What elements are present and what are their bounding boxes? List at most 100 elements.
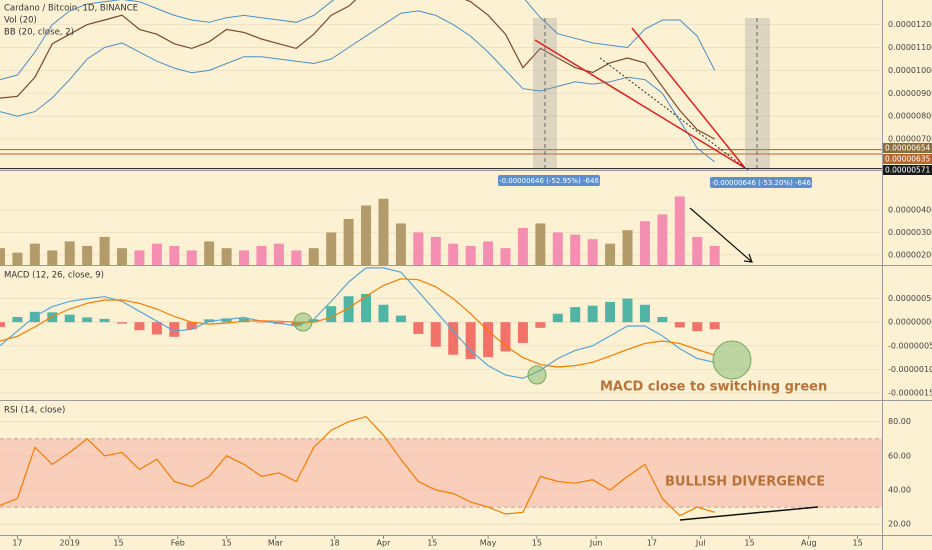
volume-bar: [273, 243, 284, 265]
grid: [0, 209, 882, 256]
x-tick-label: Apr: [377, 539, 392, 548]
indicator-title: BB (20, close, 2): [4, 28, 74, 38]
measure-label: -0.00000646 (-52.95%) -646: [499, 177, 599, 185]
pane: [0, 415, 882, 517]
volume-bar: [413, 232, 424, 265]
y-tick-label: 0.00000300: [888, 228, 932, 237]
volume-bar: [308, 248, 319, 265]
volume-bar: [239, 250, 250, 265]
y-tick-label: 40.00: [888, 486, 911, 495]
highlight: [712, 340, 752, 380]
y-tick-label: 0.00001200: [888, 20, 932, 29]
histogram-bar: [395, 315, 406, 323]
histogram-bar: [517, 322, 528, 343]
annotation: BULLISH DIVERGENCE: [665, 475, 825, 490]
volume-bar: [570, 234, 581, 265]
histogram-bar: [12, 316, 23, 323]
histogram-bar: [430, 322, 441, 347]
price-label: 0.00000635: [885, 155, 931, 164]
x-tick-label: 17: [647, 539, 657, 548]
x-tick-label: 17: [12, 539, 22, 548]
histogram-bar: [657, 316, 668, 323]
measure-box: [710, 177, 812, 188]
histogram-bar: [535, 322, 546, 328]
divergence-line: [679, 506, 819, 521]
measure-label: -0.00000646 (-53.20%) -646: [711, 179, 811, 187]
volume-bar: [186, 250, 197, 265]
histogram-bar: [151, 322, 162, 335]
price-label: 0.00000654: [885, 144, 931, 153]
x-tick-label: Jun: [589, 539, 603, 548]
volume-bar: [709, 245, 720, 265]
volume-bar: [500, 248, 511, 265]
price-label-box: [883, 143, 932, 153]
grid: [0, 24, 882, 140]
y-tick-label: 0.00000200: [888, 250, 932, 259]
histogram-bar: [639, 304, 650, 323]
volume-bar: [0, 248, 5, 265]
volume-bar: [47, 250, 58, 265]
y-tick-label: 0.00000900: [888, 89, 932, 98]
measure-box: [498, 175, 600, 186]
volume-bar: [674, 196, 685, 265]
line: [0, 0, 716, 81]
histogram-bar: [465, 322, 476, 359]
volume-bar: [361, 205, 372, 265]
histogram-bar: [134, 322, 145, 331]
histogram-bar: [326, 306, 337, 323]
histogram-bar: [291, 322, 302, 326]
y-tick-label: 0.00000700: [888, 135, 932, 144]
arrow-head: [743, 253, 753, 263]
y-tick-label: -0.00000100: [888, 365, 932, 374]
line: [0, 267, 715, 379]
price-label-box: [883, 165, 932, 175]
volume-bar: [204, 241, 215, 265]
highlight: [293, 312, 313, 332]
x-tick-label: 15: [113, 539, 123, 548]
y-tick-label: 0.00001100: [888, 43, 932, 52]
projection: [599, 57, 749, 171]
volume-bar: [326, 232, 337, 265]
y-tick-label: 0.00000000: [888, 318, 932, 327]
histogram-bar: [674, 322, 685, 328]
y-tick-label: 0.00001000: [888, 66, 932, 75]
volume-bar: [12, 252, 23, 265]
x-tick-label: Jul: [695, 539, 706, 548]
histogram-bar: [47, 312, 58, 323]
volume-bar: [82, 245, 93, 265]
histogram-bar: [239, 318, 250, 323]
volume-bar: [657, 214, 668, 265]
volume-bar: [587, 239, 598, 265]
volume-bar: [169, 245, 180, 265]
line: [0, 415, 715, 517]
histogram-bar: [117, 322, 128, 324]
histogram-bar: [361, 293, 372, 323]
volume-bar: [483, 241, 494, 265]
y-tick-label: 0.00000400: [888, 205, 932, 214]
volume-bar: [99, 236, 110, 265]
x-tick-label: May: [480, 539, 497, 548]
histogram-bar: [64, 314, 75, 323]
volume-bar: [448, 243, 459, 265]
x-tick-label: Feb: [171, 539, 185, 548]
annotation: MACD close to switching green: [600, 380, 827, 395]
x-tick-label: 15: [853, 539, 863, 548]
drawings: [293, 18, 819, 521]
x-tick-label: Mar: [268, 539, 284, 548]
y-tick-label: -0.00000150: [888, 388, 932, 397]
volume-bar: [117, 248, 128, 265]
volume-bar: [622, 230, 633, 265]
histogram-bar: [587, 305, 598, 323]
volume-bar: [29, 243, 40, 265]
histogram-bar: [413, 322, 424, 334]
chart-title: Cardano / Bitcoin, 1D, BINANCE: [4, 4, 138, 14]
histogram-bar: [570, 307, 581, 323]
volume-bar: [692, 236, 703, 265]
histogram-bar: [448, 322, 459, 355]
histogram-bar: [169, 322, 180, 337]
histogram-bar: [622, 298, 633, 323]
volume-bar: [343, 218, 354, 265]
histogram-bar: [500, 322, 511, 352]
